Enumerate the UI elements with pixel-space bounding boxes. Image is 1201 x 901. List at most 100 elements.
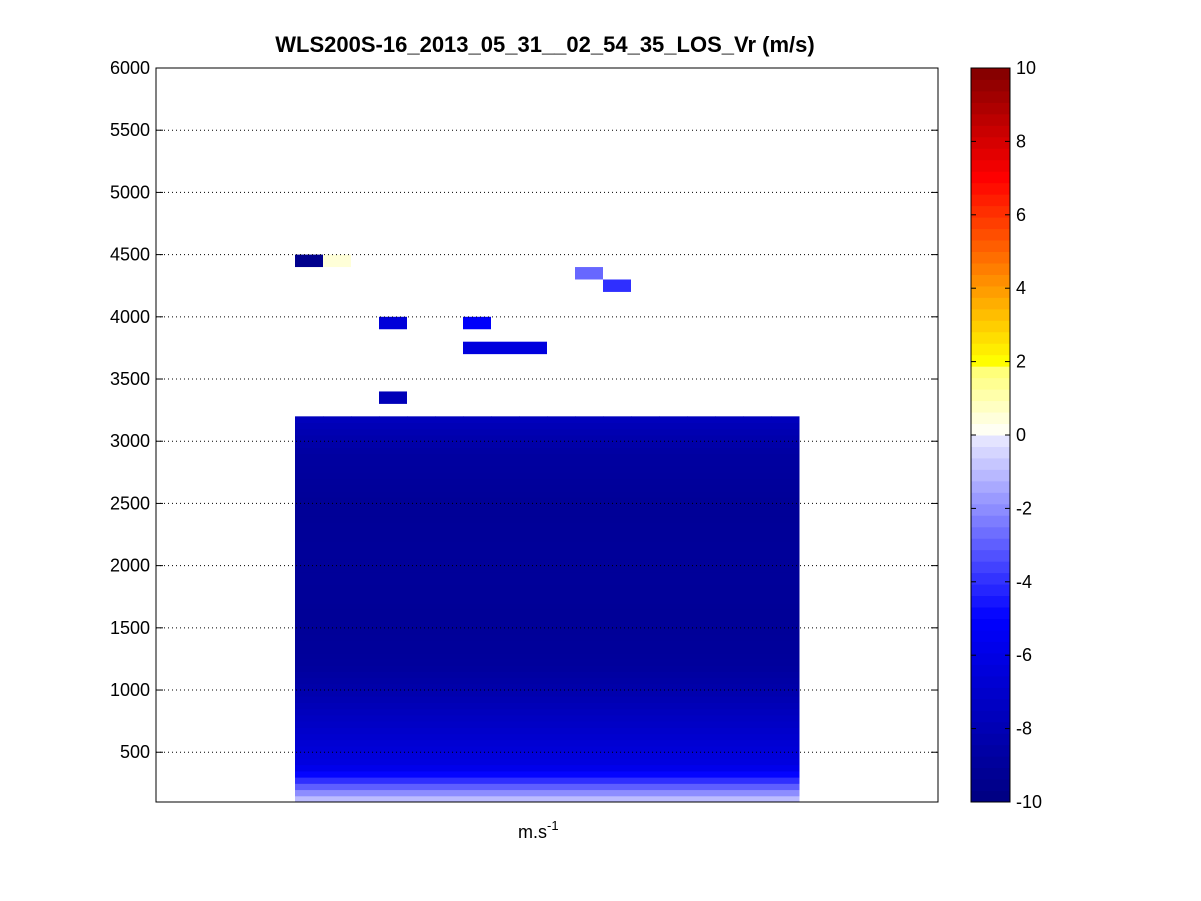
- heatmap-cell: [519, 721, 548, 728]
- heatmap-cell: [631, 416, 660, 424]
- y-tick-label: 3000: [110, 431, 150, 451]
- y-tick-label: 5500: [110, 120, 150, 140]
- heatmap-cell: [687, 534, 716, 542]
- heatmap-cell: [351, 677, 380, 685]
- heatmap-cell: [491, 721, 520, 728]
- heatmap-cell: [575, 546, 604, 554]
- heatmap-cell: [379, 316, 407, 330]
- heatmap-cell: [379, 714, 408, 722]
- heatmap-cell: [575, 571, 604, 579]
- heatmap-cell: [631, 609, 660, 616]
- heatmap-cell: [603, 665, 632, 672]
- heatmap-cell: [379, 484, 408, 492]
- heatmap-cell: [323, 478, 352, 486]
- heatmap-cell: [295, 428, 324, 436]
- heatmap-cell: [435, 683, 464, 691]
- heatmap-cell: [743, 640, 772, 647]
- heatmap-cell: [771, 671, 800, 679]
- colorbar-segment: [971, 710, 1010, 723]
- heatmap-cell: [687, 677, 716, 685]
- heatmap-cell: [743, 683, 772, 691]
- heatmap-cell: [323, 602, 352, 610]
- heatmap-cell: [575, 466, 604, 473]
- heatmap-cell: [519, 658, 548, 666]
- colorbar-segment: [971, 400, 1010, 413]
- heatmap-cell: [715, 534, 744, 542]
- heatmap-cell: [491, 435, 520, 442]
- heatmap-cell: [575, 683, 604, 691]
- heatmap-cell: [603, 466, 632, 473]
- heatmap-cell: [687, 696, 716, 703]
- colorbar-segment: [971, 90, 1010, 103]
- heatmap-cell: [547, 665, 576, 672]
- heatmap-cell: [631, 658, 660, 666]
- heatmap-cell: [575, 746, 604, 753]
- heatmap-cell: [435, 752, 464, 759]
- heatmap-cell: [631, 646, 660, 654]
- heatmap-cell: [463, 783, 492, 791]
- heatmap-cell: [295, 453, 324, 461]
- heatmap-cell: [379, 490, 408, 498]
- heatmap-cell: [715, 690, 744, 697]
- heatmap-cell: [407, 646, 436, 654]
- heatmap-cell: [463, 602, 492, 610]
- heatmap-cell: [687, 484, 716, 492]
- heatmap-cell: [351, 578, 380, 585]
- heatmap-cell: [547, 571, 576, 579]
- heatmap-cell: [379, 472, 408, 480]
- heatmap-cell: [295, 472, 324, 480]
- heatmap-cell: [351, 646, 380, 654]
- heatmap-cell: [491, 752, 520, 759]
- heatmap-cell: [295, 416, 324, 424]
- colorbar-segment: [971, 274, 1010, 287]
- heatmap-cell: [407, 441, 436, 448]
- heatmap-cell: [631, 795, 660, 803]
- heatmap-cell: [631, 677, 660, 685]
- heatmap-cell: [435, 472, 464, 480]
- heatmap-cell: [351, 652, 380, 660]
- heatmap-cell: [771, 540, 800, 548]
- heatmap-cell: [379, 708, 408, 716]
- heatmap-cell: [687, 435, 716, 442]
- heatmap-cell: [295, 540, 324, 548]
- heatmap-cell: [743, 528, 772, 536]
- heatmap-cell: [631, 752, 660, 759]
- heatmap-cell: [771, 714, 800, 722]
- colorbar-segment: [971, 561, 1010, 574]
- heatmap-cell: [463, 596, 492, 604]
- heatmap-cell: [603, 472, 632, 480]
- heatmap-cell: [687, 553, 716, 560]
- heatmap-cell: [771, 658, 800, 666]
- heatmap-cell: [743, 428, 772, 436]
- heatmap-cell: [771, 746, 800, 753]
- heatmap-cell: [407, 665, 436, 672]
- heatmap-cell: [295, 665, 324, 672]
- heatmap-cell: [575, 658, 604, 666]
- heatmap-cell: [715, 627, 744, 635]
- heatmap-cell: [379, 416, 408, 424]
- heatmap-cell: [407, 447, 436, 455]
- heatmap-cell: [351, 746, 380, 753]
- heatmap-cell: [659, 795, 688, 803]
- heatmap-cell: [407, 671, 436, 679]
- heatmap-cell: [743, 559, 772, 567]
- heatmap-cell: [547, 497, 576, 504]
- heatmap-cell: [323, 578, 352, 585]
- heatmap-cell: [575, 795, 604, 803]
- heatmap-cell: [463, 652, 492, 660]
- heatmap-cell: [491, 652, 520, 660]
- heatmap-cell: [687, 540, 716, 548]
- heatmap-cell: [323, 546, 352, 554]
- heatmap-cell: [435, 484, 464, 492]
- heatmap-cell: [687, 428, 716, 436]
- heatmap-cell: [519, 490, 548, 498]
- heatmap-cell: [631, 565, 660, 573]
- heatmap-cell: [491, 441, 520, 448]
- heatmap-cell: [771, 770, 800, 778]
- colorbar-segment: [971, 228, 1010, 241]
- heatmap-cell: [407, 509, 436, 517]
- heatmap-cell: [519, 422, 548, 430]
- heatmap-cell: [743, 497, 772, 504]
- heatmap-cell: [295, 578, 324, 585]
- heatmap-cell: [715, 416, 744, 424]
